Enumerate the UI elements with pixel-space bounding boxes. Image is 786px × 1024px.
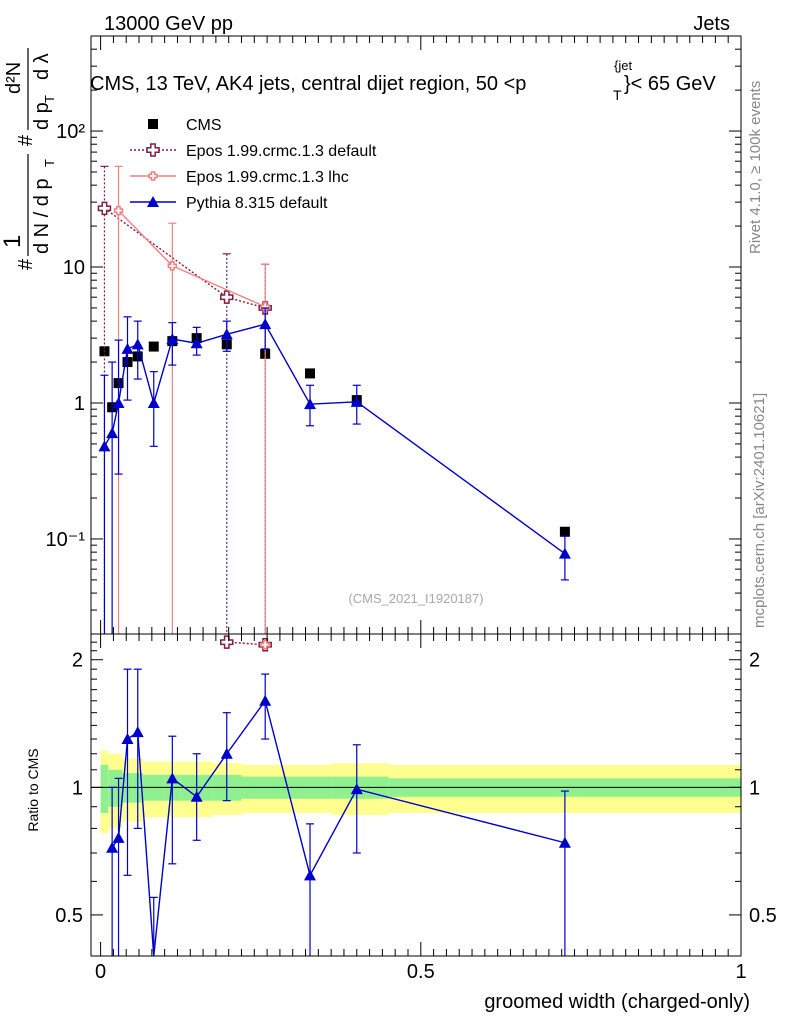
ylabel-hash1: # xyxy=(15,258,37,270)
data-point-marker xyxy=(304,869,317,881)
series-line xyxy=(103,323,566,555)
data-point-marker xyxy=(166,772,179,784)
data-point-marker xyxy=(112,831,125,843)
data-point-marker xyxy=(260,302,270,312)
title-sup: {jet xyxy=(614,58,632,73)
data-point-marker xyxy=(304,398,317,410)
series-line xyxy=(104,207,266,309)
y-tick-label: 1 xyxy=(74,393,85,415)
data-point-marker xyxy=(559,526,570,537)
header-right: Jets xyxy=(693,13,730,35)
title-sub: T xyxy=(613,87,622,103)
data-point-marker xyxy=(305,368,316,379)
data-point-marker xyxy=(166,333,179,345)
x-tick-label: 0.5 xyxy=(407,961,435,983)
legend-entry: Epos 1.99.crmc.1.3 lhc xyxy=(130,169,349,186)
mcplots-label: mcplots.cern.ch [arXiv:2401.10621] xyxy=(751,393,768,628)
ylabel-dN: d N / d p xyxy=(31,178,53,254)
legend-entry: Pythia 8.315 default xyxy=(130,195,328,212)
y-tick-label: 10⁻¹ xyxy=(46,529,86,551)
ylabel-hash2: # xyxy=(15,134,37,146)
data-point-marker xyxy=(350,783,363,795)
ratio-y-tick-label-right: 0.5 xyxy=(749,905,777,927)
data-point-marker xyxy=(112,396,125,408)
data-point-marker xyxy=(97,201,112,216)
data-point-marker xyxy=(260,639,270,650)
main-ylabel: # 1 d N / d p T # d²N d p T d λ xyxy=(0,48,57,270)
series-pythia-8-315-default xyxy=(98,307,571,634)
data-point-marker xyxy=(190,337,203,349)
data-point-marker xyxy=(220,747,233,759)
data-point-marker xyxy=(148,341,159,352)
data-point-marker xyxy=(147,196,159,207)
ylabel-T2: T xyxy=(42,95,57,103)
analysis-watermark: (CMS_2021_I1920187) xyxy=(348,591,483,606)
data-point-marker xyxy=(146,143,160,157)
legend-entry: Epos 1.99.crmc.1.3 default xyxy=(130,143,377,160)
data-point-marker xyxy=(148,119,158,129)
data-point-marker xyxy=(147,396,160,408)
data-point-marker xyxy=(259,694,272,706)
plot-title: CMS, 13 TeV, AK4 jets, central dijet reg… xyxy=(90,58,716,103)
ylabel-one: 1 xyxy=(0,235,26,248)
title-main: CMS, 13 TeV, AK4 jets, central dijet reg… xyxy=(90,73,526,95)
data-point-marker xyxy=(259,318,272,330)
series-line xyxy=(118,210,266,308)
legend-label: CMS xyxy=(186,117,222,134)
ylabel-dpT: d p xyxy=(31,102,53,130)
legend-label: Epos 1.99.crmc.1.3 lhc xyxy=(186,169,349,186)
y-tick-label: 10 xyxy=(63,257,85,279)
ratio-panel: 0 0.5 1 0.5 0.5 1 1 2 2 xyxy=(55,36,777,983)
ratio-y-tick-label-right: 2 xyxy=(749,650,760,672)
ratio-band-inner xyxy=(100,764,109,813)
ylabel-d2N: d²N xyxy=(3,62,25,94)
data-point-marker xyxy=(220,635,234,649)
series-epos-1-99-crmc-1-3-lhc xyxy=(260,639,270,650)
data-point-marker xyxy=(131,338,144,350)
header-left: 13000 GeV pp xyxy=(104,13,233,35)
ylabel-dlam: d λ xyxy=(31,53,53,80)
data-point-marker xyxy=(350,395,363,407)
main-panel: 10⁻¹ 1 10 10² xyxy=(46,35,742,635)
panel-frame xyxy=(90,633,742,957)
ylabel-T: T xyxy=(42,159,57,167)
data-point-marker xyxy=(558,547,571,559)
ratio-y-tick-label: 0.5 xyxy=(55,905,83,927)
data-point-marker xyxy=(167,261,178,271)
series-line xyxy=(111,699,566,956)
data-point-marker xyxy=(121,342,134,354)
data-point-marker xyxy=(106,427,119,439)
data-point-marker xyxy=(558,836,571,848)
series-pythia-8-315-default xyxy=(106,668,571,956)
ratio-y-tick-label-right: 1 xyxy=(749,777,760,799)
y-tick-label: 10² xyxy=(56,121,85,143)
legend-label: Epos 1.99.crmc.1.3 default xyxy=(186,143,377,160)
ratio-y-tick-label: 2 xyxy=(72,650,83,672)
data-point-marker xyxy=(98,440,111,452)
legend-label: Pythia 8.315 default xyxy=(186,195,328,212)
x-tick-label: 1 xyxy=(735,961,746,983)
data-point-marker xyxy=(190,790,203,802)
title-tail: }< 65 GeV xyxy=(624,73,716,95)
ratio-y-tick-label: 1 xyxy=(72,777,83,799)
data-point-marker xyxy=(220,328,233,340)
data-point-marker xyxy=(220,290,234,304)
ratio-band-inner xyxy=(115,769,123,807)
data-point-marker xyxy=(131,726,144,738)
x-axis-label: groomed width (charged-only) xyxy=(484,991,750,1013)
data-point-marker xyxy=(113,205,124,216)
series-epos-1-99-crmc-1-3-lhc xyxy=(113,165,270,634)
x-tick-label: 0 xyxy=(95,961,106,983)
rivet-label: Rivet 4.1.0, ≥ 100k events xyxy=(747,81,764,254)
ratio-ylabel: Ratio to CMS xyxy=(25,748,41,831)
data-point-marker xyxy=(121,733,134,745)
legend-entry: CMS xyxy=(148,117,222,134)
data-point-marker xyxy=(148,171,158,181)
data-point-marker xyxy=(106,841,119,853)
legend: CMS Epos 1.99.crmc.1.3 default Epos 1.99.c… xyxy=(130,117,377,212)
